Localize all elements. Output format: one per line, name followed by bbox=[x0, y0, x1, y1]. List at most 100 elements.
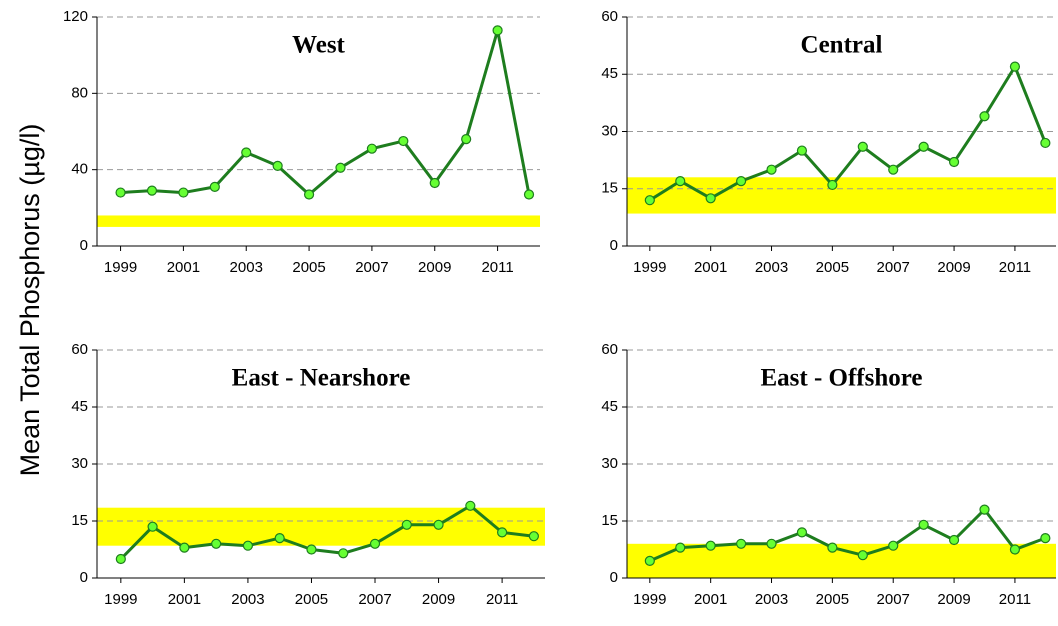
data-point bbox=[705, 540, 716, 551]
data-line bbox=[649, 65, 1047, 202]
data-point bbox=[147, 521, 158, 532]
data-point bbox=[242, 540, 254, 551]
y-tick-label: 45 bbox=[601, 65, 618, 82]
x-tick-label: 2003 bbox=[231, 591, 264, 608]
data-point bbox=[644, 195, 655, 206]
x-tick-label: 2009 bbox=[937, 259, 970, 276]
data-point bbox=[888, 164, 899, 175]
data-point bbox=[335, 162, 346, 173]
panel: 0 15 30 45 60 1999 2001 2003 2005 2007 2009 2011 Eas… bbox=[71, 341, 545, 608]
data-point bbox=[644, 555, 655, 567]
data-point bbox=[211, 538, 222, 549]
x-tick-label: 2001 bbox=[168, 591, 201, 608]
data-point bbox=[735, 538, 747, 549]
data-point bbox=[338, 548, 349, 559]
x-tick-label: 2003 bbox=[230, 259, 263, 276]
x-tick-label: 2009 bbox=[422, 591, 455, 608]
data-point bbox=[523, 189, 535, 200]
data-point bbox=[179, 542, 190, 553]
x-tick-label: 2003 bbox=[755, 591, 788, 608]
data-point bbox=[272, 160, 283, 171]
y-tick-label: 15 bbox=[601, 512, 618, 529]
y-tick-label: 30 bbox=[601, 122, 618, 139]
data-point bbox=[461, 134, 472, 145]
data-point bbox=[675, 176, 686, 187]
target-band bbox=[97, 215, 540, 227]
x-tick-label: 2001 bbox=[167, 259, 200, 276]
data-point bbox=[857, 550, 868, 561]
panel-title: East - Nearshore bbox=[232, 365, 411, 392]
data-point bbox=[241, 147, 252, 158]
x-tick-label: 1999 bbox=[104, 259, 137, 276]
y-tick-label: 45 bbox=[71, 398, 88, 415]
y-tick-label: 0 bbox=[80, 237, 88, 254]
panel-title: Central bbox=[801, 32, 883, 59]
data-point bbox=[209, 181, 220, 192]
y-tick-label: 45 bbox=[601, 398, 618, 415]
data-point bbox=[1040, 137, 1051, 149]
y-tick-label: 0 bbox=[610, 569, 618, 586]
x-tick-label: 2005 bbox=[292, 259, 325, 276]
panel: 0 15 30 45 60 1999 2001 2003 2005 2007 2009 2011 Eas… bbox=[601, 341, 1056, 608]
data-point bbox=[948, 156, 960, 168]
data-point bbox=[528, 531, 539, 542]
data-point bbox=[429, 177, 440, 189]
data-point bbox=[948, 534, 960, 546]
data-point bbox=[433, 519, 444, 530]
y-tick-label: 60 bbox=[601, 341, 618, 358]
data-point bbox=[766, 538, 777, 549]
data-point bbox=[178, 187, 189, 198]
data-line bbox=[120, 28, 531, 196]
data-point bbox=[303, 189, 315, 200]
panel-title: East - Offshore bbox=[760, 365, 922, 392]
data-point bbox=[1009, 544, 1021, 555]
y-tick-label: 60 bbox=[601, 8, 618, 25]
y-tick-label: 120 bbox=[63, 8, 88, 25]
data-point bbox=[857, 141, 868, 152]
x-tick-label: 2001 bbox=[694, 591, 727, 608]
data-point bbox=[918, 519, 929, 530]
x-tick-label: 2007 bbox=[877, 259, 910, 276]
y-tick-label: 15 bbox=[601, 180, 618, 197]
data-line bbox=[119, 504, 535, 561]
data-point bbox=[735, 176, 747, 187]
y-tick-label: 80 bbox=[71, 84, 88, 101]
x-tick-label: 2007 bbox=[877, 591, 910, 608]
y-tick-label: 0 bbox=[610, 237, 618, 254]
x-tick-label: 2007 bbox=[358, 591, 391, 608]
y-tick-label: 15 bbox=[71, 512, 88, 529]
data-point bbox=[675, 542, 686, 553]
data-point bbox=[796, 145, 808, 156]
data-point bbox=[1009, 61, 1021, 72]
data-point bbox=[827, 542, 838, 553]
y-tick-label: 40 bbox=[71, 161, 88, 178]
x-tick-label: 2011 bbox=[481, 259, 513, 276]
panel: 0 15 30 45 60 1999 2001 2003 2005 2007 2009 2011 Cen… bbox=[601, 8, 1056, 276]
x-tick-label: 2011 bbox=[999, 259, 1031, 276]
data-point bbox=[465, 500, 476, 511]
data-point bbox=[306, 544, 317, 555]
data-point bbox=[366, 143, 378, 154]
data-point bbox=[146, 185, 158, 196]
data-point bbox=[274, 532, 285, 544]
data-point bbox=[796, 527, 808, 538]
x-tick-label: 1999 bbox=[633, 259, 666, 276]
data-point bbox=[705, 193, 716, 204]
x-tick-label: 2005 bbox=[295, 591, 328, 608]
data-point bbox=[369, 538, 381, 549]
panel: 0 40 80 120 1999 2001 2003 2005 2007 2009 2011 West bbox=[63, 8, 540, 276]
x-tick-label: 2001 bbox=[694, 259, 727, 276]
x-tick-label: 2003 bbox=[755, 259, 788, 276]
x-tick-label: 2009 bbox=[418, 259, 451, 276]
y-tick-label: 60 bbox=[71, 341, 88, 358]
x-tick-label: 1999 bbox=[104, 591, 137, 608]
x-tick-label: 2011 bbox=[999, 591, 1031, 608]
data-point bbox=[492, 25, 503, 36]
data-point bbox=[979, 111, 990, 122]
y-tick-label: 30 bbox=[71, 455, 88, 472]
data-point bbox=[1040, 532, 1051, 544]
y-tick-label: 30 bbox=[601, 455, 618, 472]
data-point bbox=[766, 164, 777, 175]
data-point bbox=[115, 187, 126, 198]
